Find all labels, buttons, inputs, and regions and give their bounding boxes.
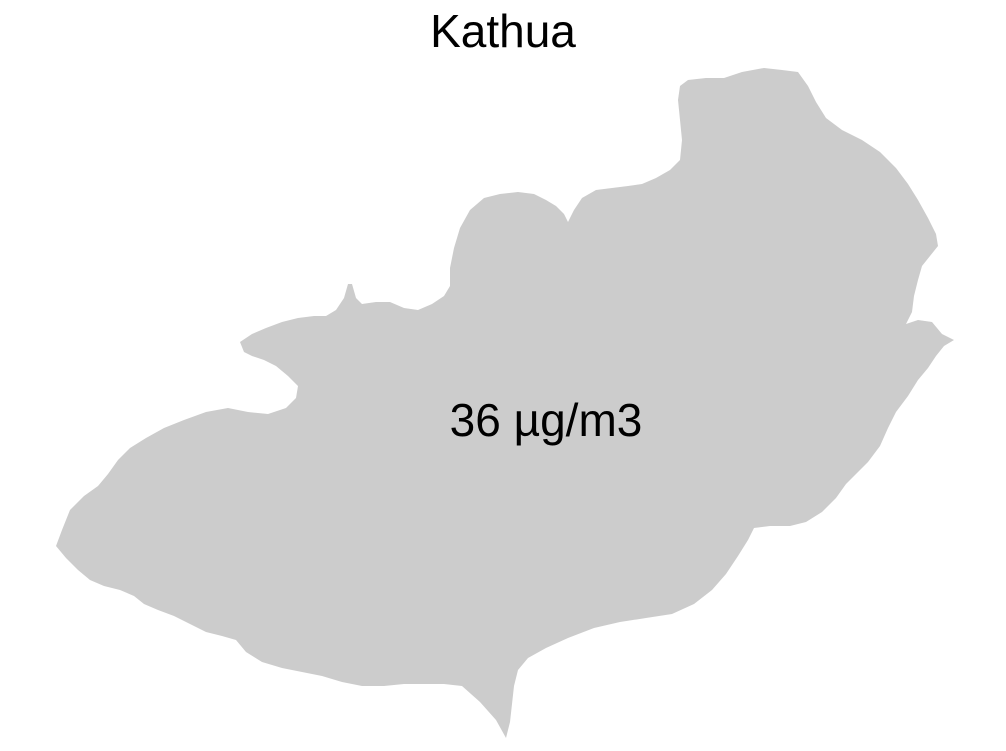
map-title: Kathua — [430, 5, 576, 57]
pollution-value-label: 36 µg/m3 — [450, 394, 643, 446]
district-boundary-kathua — [56, 68, 954, 738]
